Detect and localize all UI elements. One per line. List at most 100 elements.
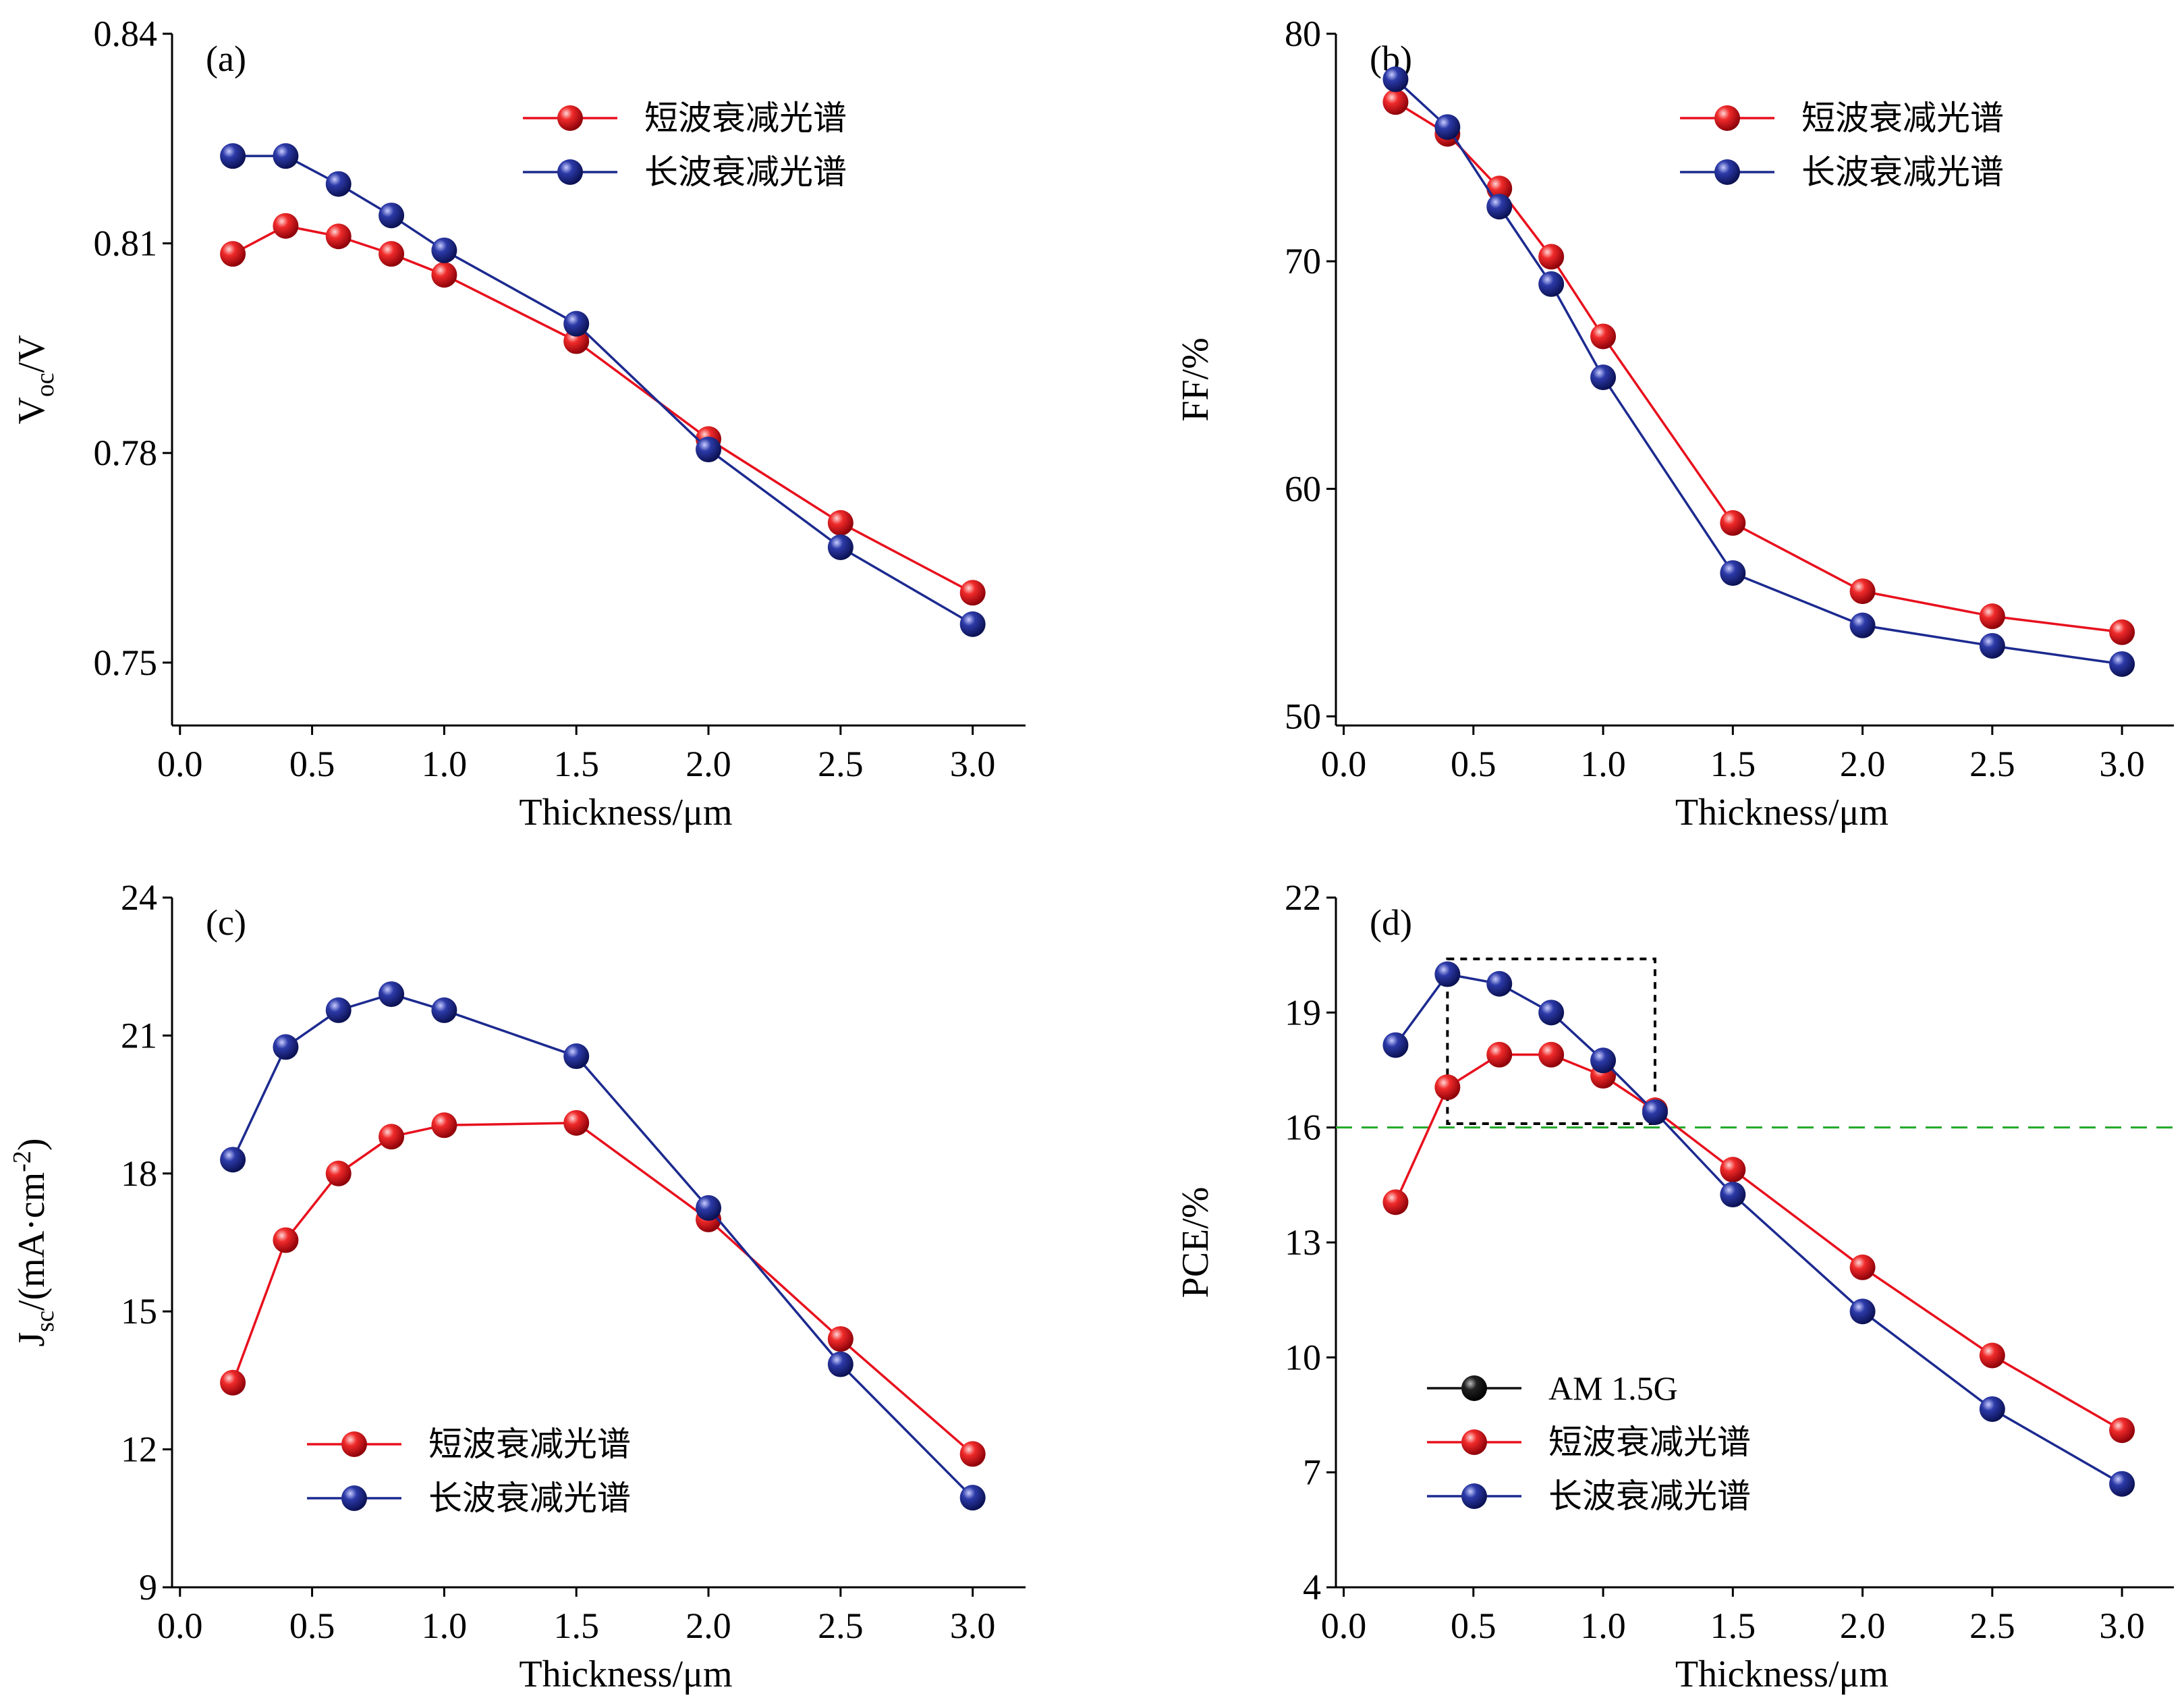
legend-label: 短波衰减光谱 — [1548, 1423, 1751, 1462]
data-point — [827, 1326, 853, 1352]
y-axis-title-main: PCE/% — [1175, 1187, 1216, 1298]
data-point — [827, 534, 853, 560]
panel-label: (c) — [206, 902, 246, 943]
y-axis-title: Voc/V — [11, 335, 59, 424]
data-point — [325, 223, 352, 250]
series-long — [1382, 961, 2135, 1497]
x-tick-label: 0.0 — [157, 744, 203, 784]
data-point — [1538, 1041, 1565, 1068]
data-point — [696, 1195, 722, 1221]
data-point — [1434, 961, 1461, 987]
data-point — [1720, 1182, 1746, 1208]
y-tick-label: 21 — [121, 1015, 157, 1055]
legend-marker — [1461, 1375, 1487, 1401]
y-tick-label: 80 — [1285, 13, 1321, 54]
legend-marker — [1714, 105, 1740, 131]
data-point — [696, 437, 722, 463]
panel-b: 0.0 0.5 1.0 1.5 2.0 2.5 3.0 50 60 70 80 Thickness/μ… — [1175, 13, 2174, 833]
x-tick-label: 2.0 — [685, 744, 731, 784]
data-point — [1590, 1047, 1617, 1074]
y-tick-label: 24 — [121, 877, 157, 918]
data-point — [959, 611, 986, 637]
y-tick-label: 13 — [1285, 1222, 1321, 1263]
data-point — [220, 1147, 246, 1173]
series-long — [1382, 66, 2135, 677]
x-axis-title: Thickness/μm — [519, 792, 732, 833]
x-tick-label: 3.0 — [950, 744, 996, 784]
data-point — [1434, 114, 1461, 140]
data-point — [1849, 1254, 1876, 1280]
data-point — [2109, 1471, 2135, 1497]
x-tick-label: 2.5 — [818, 744, 864, 784]
x-tick-label: 2.5 — [1969, 1606, 2015, 1646]
data-point — [1720, 560, 1746, 586]
x-tick-label: 1.5 — [1710, 744, 1756, 784]
data-point — [273, 143, 299, 169]
y-tick-label: 0.78 — [94, 433, 158, 473]
x-tick-label: 3.0 — [2099, 1606, 2145, 1646]
x-tick-label: 1.0 — [1580, 1606, 1626, 1646]
data-point — [563, 310, 590, 337]
data-point — [827, 1351, 853, 1377]
data-point — [563, 1043, 590, 1070]
data-point — [431, 997, 457, 1023]
series-line — [1395, 972, 2123, 1485]
data-point — [379, 241, 405, 267]
legend-marker — [341, 1485, 367, 1511]
y-axis-title-end: ) — [11, 1138, 53, 1151]
y-axis-title-main: J — [11, 1332, 53, 1347]
data-point — [959, 1441, 986, 1467]
y-tick-label: 18 — [121, 1153, 157, 1194]
series-line — [231, 993, 974, 1499]
y-axis-title-main: FF/% — [1175, 337, 1216, 422]
legend-label: AM 1.5G — [1548, 1369, 1678, 1407]
data-point — [959, 1485, 986, 1511]
data-point — [1382, 1032, 1409, 1058]
data-point — [1382, 1189, 1409, 1215]
x-tick-label: 2.0 — [1840, 1606, 1886, 1646]
data-point — [1434, 1074, 1461, 1101]
legend-label: 长波衰减光谱 — [1548, 1477, 1751, 1516]
y-axis-title: PCE/% — [1175, 1187, 1216, 1298]
series-short — [220, 213, 986, 606]
x-tick-label: 3.0 — [950, 1606, 996, 1646]
legend-marker — [557, 159, 583, 185]
data-point — [2109, 651, 2135, 677]
panel-a: 0.0 0.5 1.0 1.5 2.0 2.5 3.0 0.75 0.78 0.81 0.84 Thi… — [11, 13, 1026, 833]
y-axis-title-tail: /(mA·cm — [11, 1172, 53, 1311]
series-long — [220, 143, 986, 637]
panel-label: (d) — [1370, 902, 1412, 943]
data-point — [2109, 1417, 2135, 1444]
data-point — [1849, 1298, 1876, 1325]
x-tick-label: 0.5 — [289, 744, 335, 784]
y-axis-title-sub: oc — [31, 373, 59, 397]
legend-label: 短波衰减光谱 — [644, 99, 847, 138]
x-tick-label: 0.5 — [289, 1606, 335, 1646]
panel-label: (a) — [206, 38, 246, 79]
data-point — [273, 1034, 299, 1060]
highlight-box — [1446, 957, 1656, 1125]
legend-label: 长波衰减光谱 — [644, 153, 847, 192]
x-tick-label: 1.5 — [553, 744, 599, 784]
y-tick-label: 7 — [1303, 1452, 1321, 1493]
series-line — [232, 224, 974, 594]
legend-marker — [1461, 1429, 1487, 1455]
y-axis-title-main: V — [11, 397, 53, 424]
y-tick-label: 16 — [1285, 1107, 1321, 1148]
data-point — [1486, 970, 1513, 997]
x-tick-label: 0.5 — [1451, 744, 1496, 784]
data-point — [273, 213, 299, 239]
data-point — [1849, 612, 1876, 638]
series-line — [1394, 1053, 2123, 1431]
x-tick-label: 2.5 — [1969, 744, 2015, 784]
data-point — [220, 143, 246, 169]
x-tick-label: 2.0 — [685, 1606, 731, 1646]
y-tick-label: 12 — [121, 1429, 157, 1470]
legend-label: 长波衰减光谱 — [1801, 153, 2004, 192]
x-tick-label: 0.0 — [1321, 1606, 1367, 1646]
data-point — [220, 241, 246, 267]
legend-marker — [341, 1431, 367, 1457]
y-tick-label: 22 — [1285, 877, 1321, 918]
data-point — [1642, 1099, 1668, 1125]
data-point — [1979, 1396, 2005, 1422]
